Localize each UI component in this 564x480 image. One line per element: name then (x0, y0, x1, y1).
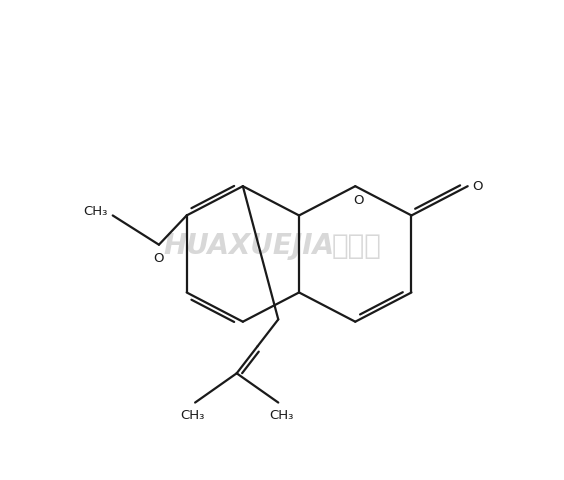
Text: O: O (472, 180, 483, 192)
Text: CH₃: CH₃ (180, 409, 204, 422)
Text: CH₃: CH₃ (83, 205, 108, 218)
Text: CH₃: CH₃ (269, 409, 293, 422)
Text: HUAXUEJIA: HUAXUEJIA (164, 232, 334, 260)
Text: 化学加: 化学加 (332, 232, 382, 260)
Text: O: O (153, 252, 164, 265)
Text: O: O (353, 194, 364, 207)
